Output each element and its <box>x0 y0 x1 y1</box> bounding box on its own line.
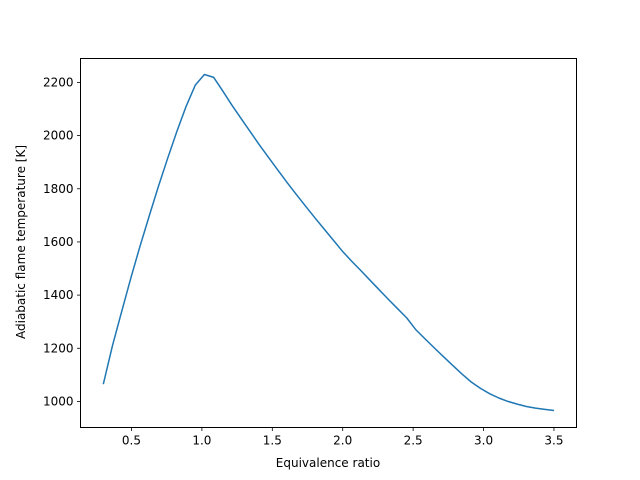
x-tick-label: 3.0 <box>474 434 493 448</box>
x-tick-label: 0.5 <box>122 434 141 448</box>
y-tick-label: 2000 <box>43 129 74 143</box>
y-tick-label: 1200 <box>43 341 74 355</box>
x-tick-label: 2.0 <box>333 434 352 448</box>
temperature-series-line <box>102 73 555 412</box>
y-tick-label: 1400 <box>43 288 74 302</box>
x-tick-label: 3.5 <box>544 434 563 448</box>
y-tick-label: 1000 <box>43 394 74 408</box>
x-tick-label: 2.5 <box>404 434 423 448</box>
x-axis: 0.5 1.0 1.5 2.0 2.5 3.0 3.5 <box>122 427 564 448</box>
x-tick-label: 1.5 <box>263 434 282 448</box>
plot-area <box>102 73 555 412</box>
y-tick-label: 1800 <box>43 182 74 196</box>
x-tick-label: 1.0 <box>192 434 211 448</box>
axes-frame <box>80 58 577 428</box>
y-tick-label: 2200 <box>43 75 74 89</box>
y-axis-label: Adiabatic flame temperature [K] <box>14 145 28 339</box>
y-axis: 1000 1200 1400 1600 1800 2000 2200 <box>43 75 81 408</box>
x-axis-label: Equivalence ratio <box>276 456 380 470</box>
y-tick-label: 1600 <box>43 235 74 249</box>
